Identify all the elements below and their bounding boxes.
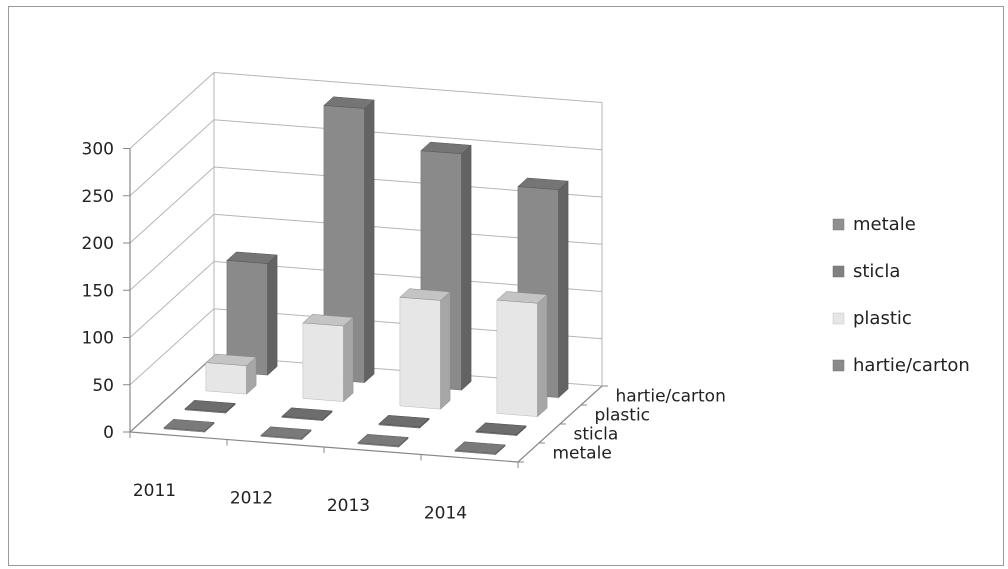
bar-metale-2013 — [357, 434, 409, 448]
legend-item-metale: metale — [832, 214, 916, 235]
legend-item-plastic: plastic — [832, 308, 912, 329]
bar-plastic-2012 — [302, 314, 354, 403]
y-tick-label-50: 50 — [92, 376, 114, 396]
bar-sticla-2014 — [475, 422, 527, 437]
legend-swatch-metale — [832, 218, 845, 231]
bar-metale-2012 — [260, 426, 312, 441]
x-tick-label-2014: 2014 — [424, 503, 467, 523]
chart-bars — [163, 96, 569, 456]
bar-hartie-carton-2011 — [226, 251, 278, 376]
legend-label-sticla: sticla — [853, 261, 900, 282]
y-tick-label-200: 200 — [82, 234, 114, 254]
bar-sticla-2013 — [378, 415, 430, 429]
bar-plastic-2013 — [399, 288, 451, 410]
legend-item-sticla: sticla — [832, 261, 900, 282]
chart-axes — [123, 148, 608, 468]
legend-label-hartie-carton: hartie/carton — [853, 355, 970, 376]
bar-plastic-2014 — [496, 291, 548, 418]
legend-swatch-sticla — [832, 265, 845, 278]
chart-tick-labels: 0 50 100 150 200 250 300 2011 2012 2013 2014 metale… — [82, 140, 726, 524]
z-tick-label-hartie-carton: hartie/carton — [616, 387, 726, 407]
y-tick-label-100: 100 — [82, 329, 114, 349]
legend-label-metale: metale — [853, 214, 916, 235]
bar-sticla-2012 — [281, 407, 333, 422]
chart-frame — [8, 6, 1004, 566]
y-tick-label-300: 300 — [82, 140, 114, 160]
z-tick-label-plastic: plastic — [595, 406, 651, 426]
bar-hartie-carton-2012 — [323, 96, 375, 384]
legend-swatch-plastic — [832, 312, 845, 325]
x-tick-label-2013: 2013 — [327, 496, 370, 516]
y-tick-label-0: 0 — [103, 423, 114, 443]
z-tick-label-metale: metale — [553, 444, 612, 464]
x-tick-label-2011: 2011 — [133, 481, 176, 501]
legend-label-plastic: plastic — [853, 308, 912, 329]
z-tick-label-sticla: sticla — [574, 425, 619, 445]
bar-sticla-2011 — [184, 400, 236, 414]
y-tick-label-250: 250 — [82, 187, 114, 207]
bar-plastic-2011 — [205, 353, 257, 395]
chart-legend: metale sticla plastic hartie/carton — [832, 214, 970, 376]
legend-item-hartie-carton: hartie/carton — [832, 355, 970, 376]
bar-metale-2011 — [163, 419, 215, 433]
chart-grid — [129, 71, 603, 433]
x-tick-label-2012: 2012 — [230, 488, 273, 508]
y-tick-label-150: 150 — [82, 281, 114, 301]
legend-swatch-hartie-carton — [832, 359, 845, 372]
bar-metale-2014 — [454, 441, 506, 456]
